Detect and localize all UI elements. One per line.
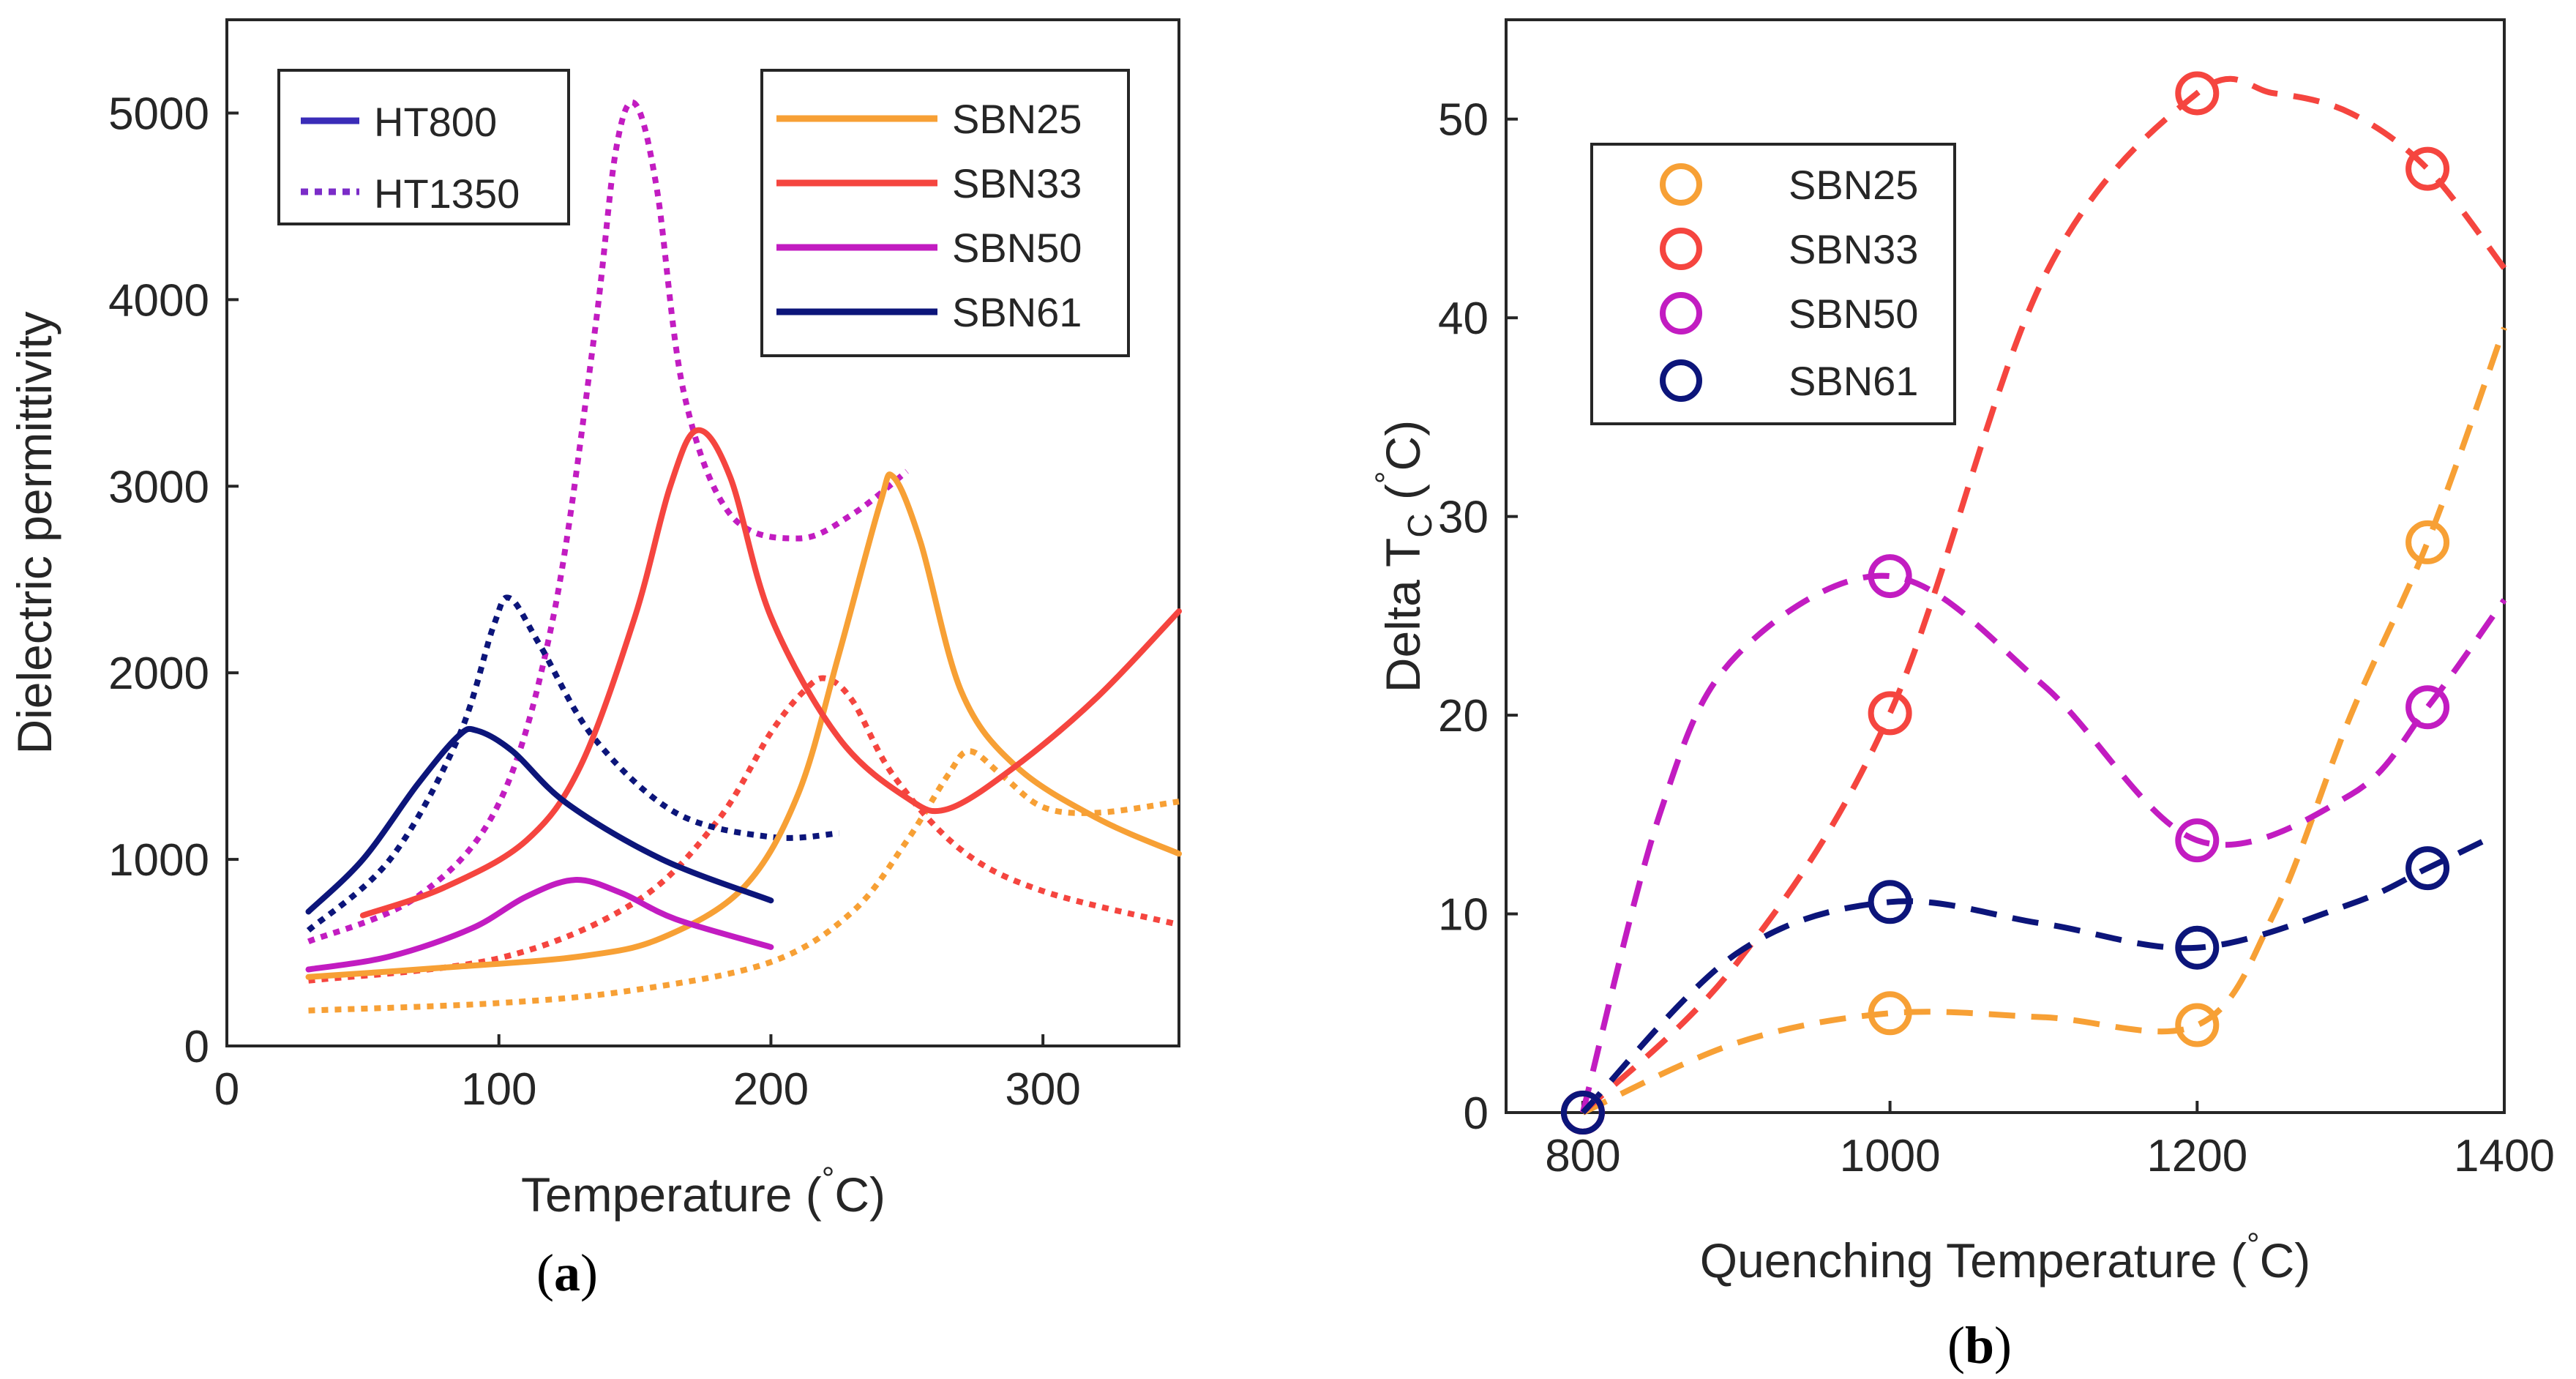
chart-b-ylabel-unit: C) bbox=[1376, 420, 1430, 471]
series-sbn61-ht800 bbox=[305, 725, 774, 915]
chart-a-panel-letter: a bbox=[554, 1244, 580, 1302]
series-sbn61-fit-line bbox=[1581, 835, 2490, 1115]
chart-a-xtick-label: 200 bbox=[733, 1064, 809, 1115]
series-sbn50-fit-line bbox=[1580, 572, 2507, 1113]
point-sbn33 bbox=[2175, 71, 2220, 116]
chart-a-xlabel: Temperature (°C) bbox=[521, 1161, 886, 1222]
point-sbn61 bbox=[1560, 1091, 1605, 1135]
legend-sbn33-label: SBN33 bbox=[952, 160, 1082, 206]
legend-b-sbn61-label: SBN61 bbox=[1789, 358, 1918, 404]
chart-b-xlabel-text: Quenching Temperature ( bbox=[1700, 1233, 2247, 1288]
chart-a-legend-treatment: HT800 HT1350 bbox=[277, 69, 570, 225]
chart-b-ytick-label: 10 bbox=[1438, 890, 1489, 941]
chart-b-xtick-label: 1000 bbox=[1840, 1131, 1941, 1181]
chart-a-degree-sign: ° bbox=[822, 1161, 835, 1197]
chart-b-xtick-label: 800 bbox=[1545, 1131, 1620, 1181]
series-sbn33-ht800 bbox=[359, 427, 1182, 919]
legend-b-sbn61-marker bbox=[1660, 359, 1702, 402]
chart-a-ytick-label: 4000 bbox=[108, 275, 209, 326]
point-sbn50 bbox=[2405, 685, 2450, 730]
series-sbn50-ht800 bbox=[305, 877, 774, 973]
chart-a-xtick-label: 100 bbox=[461, 1064, 536, 1115]
chart-b-ylabel-sub: C bbox=[1401, 513, 1439, 537]
series-sbn61-ht1350 bbox=[306, 594, 839, 933]
chart-a-ytick-label: 1000 bbox=[108, 835, 209, 886]
chart-b-ytick-label: 20 bbox=[1438, 691, 1489, 741]
chart-a-legend-samples: SBN25 SBN33 SBN50 SBN61 bbox=[760, 69, 1130, 357]
chart-a-ytick-label: 2000 bbox=[108, 649, 209, 699]
chart-b-xlabel: Quenching Temperature (°C) bbox=[1700, 1227, 2310, 1288]
chart-b-xtick-label: 1400 bbox=[2454, 1131, 2555, 1181]
point-sbn50 bbox=[2175, 818, 2220, 863]
chart-b-panel-label: (b) bbox=[1947, 1316, 2012, 1375]
chart-a-ytick-label: 0 bbox=[184, 1022, 209, 1072]
chart-b-xlabel-unit: C) bbox=[2260, 1233, 2311, 1288]
point-sbn33 bbox=[2405, 146, 2450, 191]
chart-b-ytick-label: 0 bbox=[1464, 1088, 1489, 1139]
legend-treatment-box bbox=[277, 69, 570, 225]
legend-b-sbn33-label: SBN33 bbox=[1789, 226, 1918, 272]
chart-b-legend: SBN25 SBN33 SBN50 SBN61 bbox=[1590, 143, 1956, 425]
chart-a-xtick-label: 0 bbox=[214, 1064, 239, 1115]
series-sbn33-ht1350 bbox=[308, 675, 1180, 984]
point-sbn61 bbox=[2175, 925, 2220, 970]
legend-sbn50-label: SBN50 bbox=[952, 225, 1082, 271]
legend-b-sbn33-marker bbox=[1660, 228, 1702, 270]
series-sbn50-ht1350 bbox=[307, 99, 909, 945]
point-sbn50 bbox=[1868, 554, 1912, 599]
chart-a-series bbox=[305, 99, 1182, 1014]
chart-a-xtick-label: 300 bbox=[1005, 1064, 1080, 1115]
legend-sbn25-label: SBN25 bbox=[952, 96, 1082, 142]
legend-ht800-label: HT800 bbox=[374, 99, 497, 145]
chart-b-legend-box bbox=[1590, 143, 1956, 425]
point-sbn61 bbox=[1868, 880, 1912, 924]
series-sbn25-ht1350 bbox=[308, 748, 1180, 1014]
point-sbn61 bbox=[2405, 846, 2450, 891]
legend-b-sbn50-marker bbox=[1660, 292, 1702, 335]
point-sbn33 bbox=[1868, 691, 1912, 736]
chart-a-ylabel: Dielectric permittivity bbox=[7, 311, 61, 754]
point-sbn25 bbox=[1868, 991, 1912, 1036]
chart-b-xtick-label: 1200 bbox=[2146, 1131, 2247, 1181]
series-sbn33-fit-line bbox=[1581, 75, 2507, 1115]
point-sbn25 bbox=[2175, 1003, 2220, 1047]
chart-b-ylabel-space: ( bbox=[1376, 484, 1430, 513]
chart-b-degree-sign: ° bbox=[1369, 471, 1405, 484]
chart-b-ticks: 800 1000 1200 1400 0 10 20 30 40 50 bbox=[1438, 95, 2555, 1181]
legend-b-sbn25-label: SBN25 bbox=[1789, 162, 1918, 208]
chart-a-xlabel-unit: C) bbox=[834, 1167, 886, 1222]
series-sbn25-ht800 bbox=[305, 471, 1182, 980]
chart-b: 800 1000 1200 1400 0 10 20 30 40 50 SBN25 SBN33 S… bbox=[1369, 18, 2555, 1375]
chart-b-ytick-label: 50 bbox=[1438, 95, 1489, 146]
chart-b-degree-sign-x: ° bbox=[2247, 1227, 2260, 1263]
legend-b-sbn50-label: SBN50 bbox=[1789, 291, 1918, 337]
legend-sbn61-label: SBN61 bbox=[952, 289, 1082, 335]
chart-b-ylabel-text: Delta T bbox=[1376, 538, 1430, 693]
legend-b-sbn25-marker bbox=[1660, 163, 1702, 206]
chart-b-series bbox=[1560, 71, 2507, 1135]
chart-b-panel-letter: b bbox=[1965, 1316, 1994, 1375]
chart-a-ytick-label: 3000 bbox=[108, 462, 209, 512]
chart-a-panel-label: (a) bbox=[536, 1244, 598, 1302]
chart-a-ytick-label: 5000 bbox=[108, 89, 209, 139]
chart-b-ytick-label: 30 bbox=[1438, 493, 1489, 543]
legend-ht1350-label: HT1350 bbox=[374, 171, 520, 217]
chart-b-ytick-label: 40 bbox=[1438, 294, 1489, 344]
chart-b-ylabel: Delta TC (°C) bbox=[1369, 420, 1439, 692]
chart-a-xlabel-text: Temperature ( bbox=[521, 1167, 822, 1222]
point-sbn25 bbox=[2405, 520, 2450, 564]
